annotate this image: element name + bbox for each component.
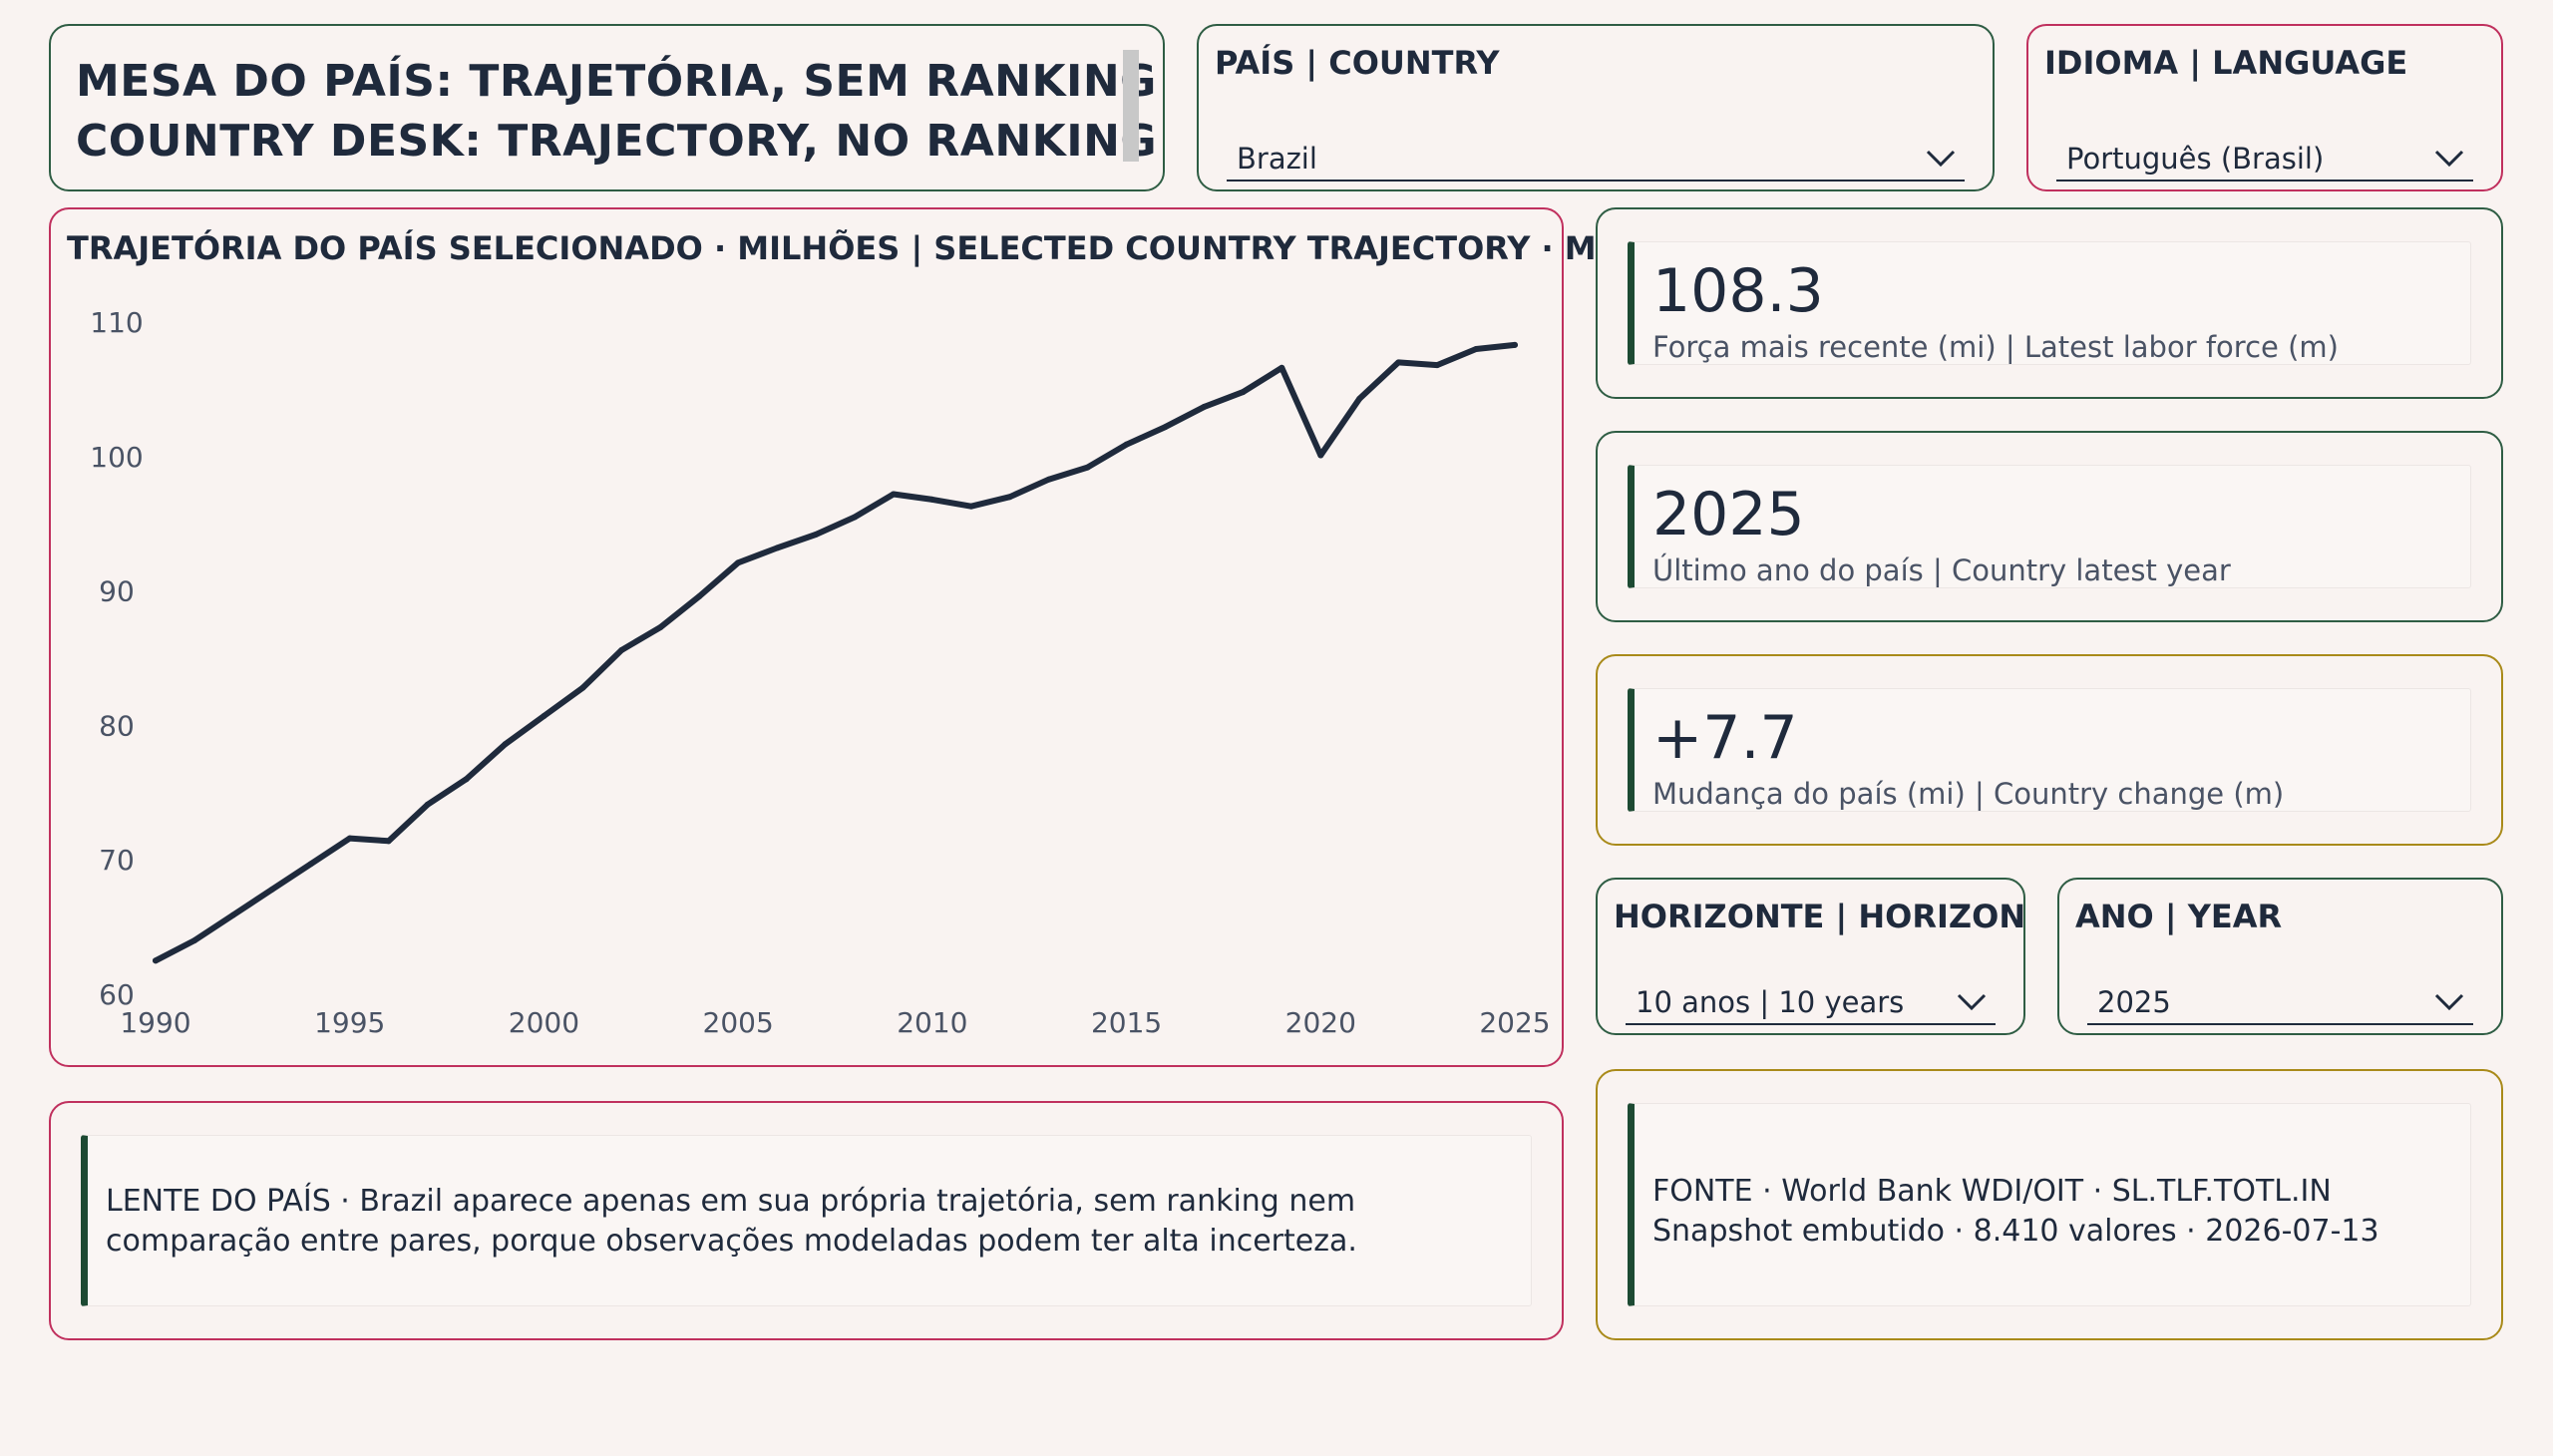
horizon-dropdown[interactable]: 10 anos | 10 years [1626,973,1996,1025]
year-dropdown[interactable]: 2025 [2087,973,2473,1025]
trajectory-chart-card: 60 70 80 90 100 110 1990 1995 2000 2005 2010 2015 20… [49,207,1737,1067]
data-point [735,559,742,566]
x-tick-label: 2020 [1285,1006,1356,1039]
year-slicer: ANO | YEAR 2025 [2057,878,2503,1035]
data-point [851,514,858,521]
y-tick-label: 60 [99,978,135,1011]
x-tick-label: 2025 [1479,1006,1550,1039]
data-point [153,957,159,964]
data-point [424,801,431,808]
page-title-pt: MESA DO PAÍS: TRAJETÓRIA, SEM RANKING [76,56,1157,107]
country-dropdown-value: Brazil [1237,142,1317,176]
trajectory-chart: 60 70 80 90 100 110 1990 1995 2000 2005 2010 2015 20… [90,306,1550,1039]
kpi-latest-year: 2025 Último ano do país | Country latest… [1596,431,2503,622]
kpi-label: Último ano do país | Country latest year [1652,553,2231,587]
data-point [890,491,897,498]
title-card: MESA DO PAÍS: TRAJETÓRIA, SEM RANKING CO… [49,24,1165,191]
data-point [813,531,820,538]
data-point [229,911,236,918]
y-tick-label: 100 [90,441,143,474]
data-point [1045,476,1052,483]
kpi-country-change: +7.7 Mudança do país (mi) | Country chan… [1596,654,2503,846]
chevron-down-icon [1957,993,1987,1011]
kpi-panel: +7.7 Mudança do país (mi) | Country chan… [1628,688,2471,812]
data-point [579,684,586,691]
data-point [1240,389,1247,396]
y-tick-label: 90 [99,575,135,608]
x-tick-label: 1990 [120,1006,190,1039]
kpi-panel: 2025 Último ano do país | Country latest… [1628,465,2471,588]
x-tick-label: 2010 [897,1006,967,1039]
y-tick-label: 110 [90,306,143,339]
chevron-down-icon [2434,993,2464,1011]
data-point [1473,345,1480,352]
data-point [967,503,974,510]
data-point [1006,494,1013,501]
data-point [1317,452,1324,459]
chevron-down-icon [2434,150,2464,168]
horizon-slicer-label: HORIZONTE | HORIZON [1614,898,2026,935]
horizon-dropdown-value: 10 anos | 10 years [1636,985,1905,1019]
kpi-label: Força mais recente (mi) | Latest labor f… [1652,330,2339,364]
data-point [1356,395,1363,402]
language-dropdown[interactable]: Português (Brasil) [2056,130,2473,182]
kpi-label: Mudança do país (mi) | Country change (m… [1652,777,2285,811]
note-panel: FONTE · World Bank WDI/OIT · SL.TLF.TOTL… [1628,1103,2471,1306]
data-point [657,623,664,630]
kpi-latest-labor-force: 108.3 Força mais recente (mi) | Latest l… [1596,207,2503,399]
kpi-value: 108.3 [1652,256,1824,326]
x-tick-label: 2005 [703,1006,774,1039]
x-tick-label: 2015 [1091,1006,1162,1039]
data-point [502,741,509,748]
data-point [1434,362,1441,369]
data-point [268,886,275,893]
data-point [1395,359,1402,366]
kpi-value: +7.7 [1652,703,1798,773]
x-tick-label: 1995 [314,1006,385,1039]
scrollbar-thumb[interactable] [1123,50,1139,162]
data-point [618,646,625,653]
horizon-slicer: HORIZONTE | HORIZON 10 anos | 10 years [1596,878,2025,1035]
language-slicer: IDIOMA | LANGUAGE Português (Brasil) [2026,24,2503,191]
language-dropdown-value: Português (Brasil) [2066,142,2325,176]
country-lens-text: LENTE DO PAÍS · Brazil aparece apenas em… [106,1184,1357,1259]
data-point [307,861,314,868]
country-slicer: PAÍS | COUNTRY Brazil [1197,24,1995,191]
note-panel: LENTE DO PAÍS · Brazil aparece apenas em… [81,1135,1532,1306]
year-dropdown-value: 2025 [2097,985,2171,1019]
series-line [153,341,1518,964]
data-point [190,937,197,944]
data-point [1512,341,1518,348]
source-line-1: FONTE · World Bank WDI/OIT · SL.TLF.TOTL… [1652,1174,2332,1209]
data-point [1084,464,1091,471]
source-card: FONTE · World Bank WDI/OIT · SL.TLF.TOTL… [1596,1069,2503,1340]
data-point [696,592,703,599]
data-point [385,838,392,845]
data-point [1201,403,1208,410]
y-tick-label: 80 [99,709,135,742]
data-point [1162,424,1169,431]
data-point [1278,364,1285,371]
country-lens-card: LENTE DO PAÍS · Brazil aparece apenas em… [49,1101,1564,1340]
data-point [541,712,547,719]
source-line-2: Snapshot embutido · 8.410 valores · 2026… [1652,1214,2379,1249]
data-point [463,776,470,783]
y-tick-label: 70 [99,844,135,877]
data-point [1123,441,1130,448]
kpi-panel: 108.3 Força mais recente (mi) | Latest l… [1628,241,2471,365]
data-point [774,545,781,551]
x-tick-label: 2000 [509,1006,579,1039]
source-text: FONTE · World Bank WDI/OIT · SL.TLF.TOTL… [1652,1172,2450,1252]
kpi-value: 2025 [1652,480,1805,549]
chart-title: TRAJETÓRIA DO PAÍS SELECIONADO · MILHÕES… [67,229,1738,267]
data-point [928,496,935,503]
country-dropdown[interactable]: Brazil [1227,130,1965,182]
data-point [346,835,353,842]
page-title-en: COUNTRY DESK: TRAJECTORY, NO RANKING [76,116,1158,167]
year-slicer-label: ANO | YEAR [2075,898,2283,935]
country-slicer-label: PAÍS | COUNTRY [1215,44,1500,82]
language-slicer-label: IDIOMA | LANGUAGE [2044,44,2408,82]
chevron-down-icon [1926,150,1956,168]
